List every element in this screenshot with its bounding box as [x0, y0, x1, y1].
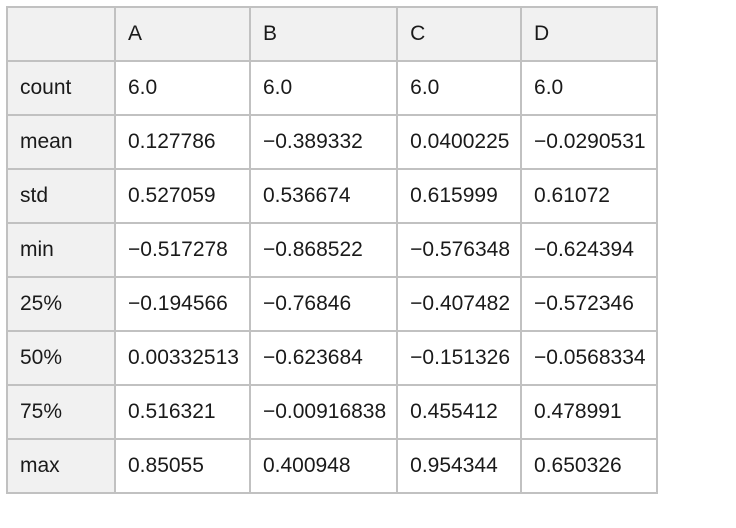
cell-min-a: −0.517278	[114, 222, 251, 278]
row-label: min	[6, 222, 116, 278]
describe-table: A B C D count 6.0 6.0 6.0 6.0 mean 0.127…	[6, 6, 658, 494]
cell-mean-c: 0.0400225	[396, 114, 523, 170]
column-header-b: B	[248, 6, 399, 62]
column-header-a: A	[114, 6, 251, 62]
row-label: 25%	[6, 276, 116, 332]
cell-25pct-d: −0.572346	[520, 276, 658, 332]
cell-75pct-d: 0.478991	[520, 384, 658, 440]
cell-min-d: −0.624394	[520, 222, 658, 278]
cell-std-c: 0.615999	[396, 168, 523, 224]
row-label: max	[6, 438, 116, 494]
cell-max-c: 0.954344	[396, 438, 523, 494]
table-row-25pct: 25% −0.194566 −0.76846 −0.407482 −0.5723…	[6, 276, 658, 332]
table-row-mean: mean 0.127786 −0.389332 0.0400225 −0.029…	[6, 114, 658, 170]
cell-50pct-a: 0.00332513	[114, 330, 251, 386]
cell-mean-a: 0.127786	[114, 114, 251, 170]
cell-count-b: 6.0	[248, 60, 399, 116]
table-row-75pct: 75% 0.516321 −0.00916838 0.455412 0.4789…	[6, 384, 658, 440]
cell-std-a: 0.527059	[114, 168, 251, 224]
cell-25pct-a: −0.194566	[114, 276, 251, 332]
row-label: 50%	[6, 330, 116, 386]
column-header-d: D	[520, 6, 658, 62]
cell-max-d: 0.650326	[520, 438, 658, 494]
cell-25pct-b: −0.76846	[248, 276, 399, 332]
header-row: A B C D	[6, 6, 658, 62]
table-row-min: min −0.517278 −0.868522 −0.576348 −0.624…	[6, 222, 658, 278]
cell-count-c: 6.0	[396, 60, 523, 116]
table-row-50pct: 50% 0.00332513 −0.623684 −0.151326 −0.05…	[6, 330, 658, 386]
cell-mean-b: −0.389332	[248, 114, 399, 170]
cell-50pct-b: −0.623684	[248, 330, 399, 386]
corner-cell	[6, 6, 116, 62]
cell-max-a: 0.85055	[114, 438, 251, 494]
row-label: mean	[6, 114, 116, 170]
cell-count-d: 6.0	[520, 60, 658, 116]
cell-std-b: 0.536674	[248, 168, 399, 224]
table-row-max: max 0.85055 0.400948 0.954344 0.650326	[6, 438, 658, 494]
cell-75pct-c: 0.455412	[396, 384, 523, 440]
cell-min-c: −0.576348	[396, 222, 523, 278]
cell-max-b: 0.400948	[248, 438, 399, 494]
cell-50pct-d: −0.0568334	[520, 330, 658, 386]
cell-mean-d: −0.0290531	[520, 114, 658, 170]
dataframe-describe-container: A B C D count 6.0 6.0 6.0 6.0 mean 0.127…	[6, 6, 658, 494]
row-label: count	[6, 60, 116, 116]
row-label: 75%	[6, 384, 116, 440]
row-label: std	[6, 168, 116, 224]
cell-count-a: 6.0	[114, 60, 251, 116]
cell-min-b: −0.868522	[248, 222, 399, 278]
table-row-std: std 0.527059 0.536674 0.615999 0.61072	[6, 168, 658, 224]
cell-std-d: 0.61072	[520, 168, 658, 224]
table-row-count: count 6.0 6.0 6.0 6.0	[6, 60, 658, 116]
cell-75pct-a: 0.516321	[114, 384, 251, 440]
cell-25pct-c: −0.407482	[396, 276, 523, 332]
cell-50pct-c: −0.151326	[396, 330, 523, 386]
cell-75pct-b: −0.00916838	[248, 384, 399, 440]
column-header-c: C	[396, 6, 523, 62]
